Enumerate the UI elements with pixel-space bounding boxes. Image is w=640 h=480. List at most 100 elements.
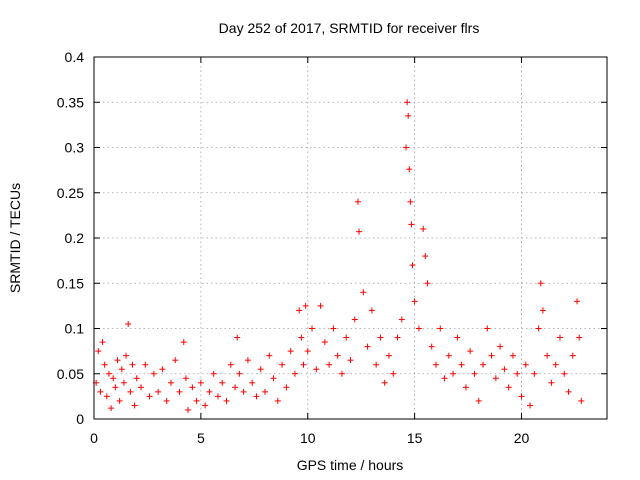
data-point: [206, 388, 213, 395]
data-point: [180, 339, 187, 346]
data-point: [103, 393, 110, 400]
data-point: [441, 375, 448, 382]
chart-title: Day 252 of 2017, SRMTID for receiver flr…: [219, 20, 480, 36]
data-point: [471, 370, 478, 377]
data-point: [95, 348, 102, 355]
data-point: [569, 352, 576, 359]
data-point: [133, 375, 140, 382]
data-point: [110, 375, 117, 382]
data-point: [274, 397, 281, 404]
y-tick-label: 0.2: [65, 230, 85, 246]
y-tick-label: 0.05: [57, 366, 84, 382]
data-point: [300, 361, 307, 368]
data-point: [257, 366, 264, 373]
x-tick-label: 5: [197, 430, 205, 446]
data-point: [450, 370, 457, 377]
data-point: [262, 388, 268, 395]
data-point: [101, 361, 108, 368]
data-point: [219, 379, 226, 386]
data-point: [223, 397, 230, 404]
data-point: [539, 307, 546, 314]
data-point: [343, 334, 350, 341]
x-tick-label: 15: [407, 430, 423, 446]
data-point: [172, 357, 179, 364]
data-point: [565, 388, 572, 395]
data-point: [302, 302, 309, 309]
y-axis-label: SRMTID / TECUs: [7, 183, 23, 293]
data-point: [368, 307, 375, 314]
data-point: [381, 379, 388, 386]
data-point: [193, 397, 200, 404]
data-point: [118, 366, 125, 373]
data-point: [409, 262, 416, 269]
data-point: [403, 144, 410, 151]
data-point: [492, 375, 499, 382]
data-point: [385, 352, 392, 359]
data-point: [347, 357, 354, 364]
data-point: [424, 280, 431, 287]
data-point: [159, 366, 166, 373]
y-tick-label: 0.3: [65, 140, 85, 156]
data-point: [578, 397, 585, 404]
data-point: [537, 280, 544, 287]
data-point: [428, 343, 435, 350]
data-point: [163, 397, 170, 404]
data-point: [108, 405, 115, 412]
data-point: [240, 388, 247, 395]
data-point: [544, 352, 551, 359]
data-point: [99, 339, 106, 346]
data-point: [313, 366, 320, 373]
data-point: [321, 339, 328, 346]
data-point: [354, 198, 361, 205]
data-point: [475, 397, 482, 404]
data-point: [227, 361, 234, 368]
data-point: [531, 370, 538, 377]
data-point: [394, 334, 401, 341]
data-point: [548, 379, 555, 386]
data-point: [364, 343, 371, 350]
x-tick-label: 10: [300, 430, 316, 446]
data-point: [97, 388, 104, 395]
data-point: [155, 388, 162, 395]
data-point: [356, 228, 363, 235]
data-point: [351, 316, 358, 323]
data-point: [236, 370, 243, 377]
grid-layer: [94, 57, 607, 419]
data-point: [373, 361, 380, 368]
data-point: [552, 361, 559, 368]
data-point: [437, 325, 444, 332]
data-point: [415, 325, 422, 332]
data-point: [146, 393, 153, 400]
y-tick-label: 0.25: [57, 185, 84, 201]
data-point: [197, 379, 204, 386]
data-point: [114, 357, 121, 364]
data-point: [561, 370, 568, 377]
data-point: [244, 357, 251, 364]
y-tick-label: 0.4: [65, 49, 85, 65]
data-point: [283, 384, 290, 391]
data-point: [390, 370, 397, 377]
data-point: [445, 352, 452, 359]
y-tick-label: 0.15: [57, 275, 84, 291]
data-point: [556, 334, 563, 341]
data-point: [326, 361, 333, 368]
data-point: [527, 402, 534, 409]
points-layer: [93, 99, 585, 413]
data-point: [123, 352, 130, 359]
data-point: [129, 361, 136, 368]
data-point: [176, 388, 183, 395]
data-point: [291, 370, 298, 377]
data-point: [202, 402, 209, 409]
data-point: [138, 384, 145, 391]
data-point: [398, 316, 405, 323]
data-point: [189, 384, 196, 391]
data-point: [279, 361, 286, 368]
data-point: [125, 320, 132, 327]
data-point: [574, 298, 581, 305]
data-point: [497, 343, 504, 350]
data-point: [298, 334, 305, 341]
data-point: [338, 370, 345, 377]
x-tick-label: 20: [514, 430, 530, 446]
data-point: [522, 361, 529, 368]
